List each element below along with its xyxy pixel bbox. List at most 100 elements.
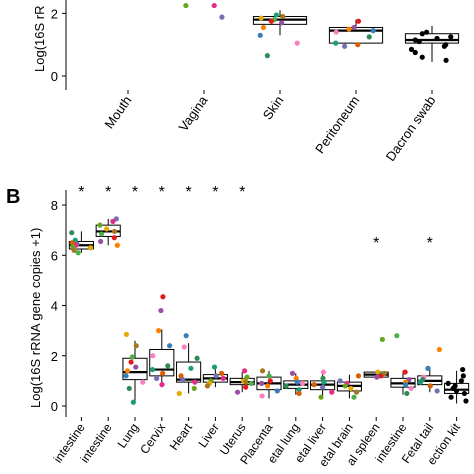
a-data-point [258, 15, 264, 21]
a-data-point [280, 13, 286, 20]
b-data-point [192, 379, 198, 385]
b-significance-star: * [373, 235, 379, 252]
a-data-point [183, 2, 189, 9]
b-data-point [266, 373, 272, 379]
b-data-point [87, 245, 94, 251]
b-data-point [243, 384, 249, 390]
a-data-point [294, 40, 300, 46]
a-data-point [333, 40, 339, 46]
b-data-point [351, 394, 357, 400]
b-box-group [229, 368, 255, 395]
a-data-point [333, 29, 339, 35]
panel-a-boxes [183, 2, 460, 63]
a-data-point [408, 46, 415, 52]
b-data-point [111, 235, 117, 241]
b-data-point [427, 383, 433, 389]
b-data-point [130, 399, 136, 405]
b-data-point [244, 374, 250, 380]
b-data-point [355, 373, 362, 379]
b-data-point [436, 346, 442, 353]
b-data-point [150, 353, 156, 359]
b-data-point [445, 380, 451, 386]
b-data-point [374, 374, 380, 380]
b-significance-star: * [105, 184, 111, 201]
a-box-group [404, 25, 460, 63]
b-data-point [259, 368, 266, 374]
b-data-point [111, 228, 118, 235]
b-data-point [159, 382, 165, 388]
a-x-tick-label: Vagina [176, 92, 211, 134]
a-data-point [370, 28, 376, 34]
b-data-point [294, 379, 300, 385]
b-data-point [98, 238, 104, 245]
b-data-point [460, 373, 466, 379]
b-x-tick-label: Lung [115, 421, 142, 451]
b-box-group [122, 331, 148, 405]
b-significance-star: * [427, 235, 433, 252]
b-data-point [110, 218, 116, 224]
b-box [149, 348, 175, 377]
b-data-point [133, 364, 139, 370]
b-data-point [321, 379, 327, 385]
b-data-point [133, 343, 139, 349]
b-data-point [156, 328, 162, 334]
b-data-point [98, 231, 105, 237]
b-data-point [75, 250, 81, 256]
b-data-point [149, 366, 156, 373]
b-data-point [348, 385, 354, 392]
b-significance-star: * [78, 184, 84, 201]
b-data-point [417, 379, 424, 385]
b-data-point [296, 390, 302, 397]
panel-b-label: B [6, 186, 20, 208]
a-data-point [346, 26, 352, 32]
b-box-group [336, 373, 362, 400]
b-y-tick-label: 0 [51, 399, 58, 414]
b-data-point [123, 331, 130, 338]
b-x-tick-label: Liver [195, 421, 221, 450]
b-data-point [181, 344, 187, 350]
b-data-point [219, 370, 225, 376]
a-data-point [416, 38, 422, 45]
a-data-point [351, 24, 357, 31]
b-data-point [408, 385, 414, 392]
b-data-point [243, 379, 249, 385]
b-data-point [402, 369, 408, 375]
b-data-point [188, 365, 194, 371]
a-data-point [219, 14, 225, 20]
a-data-point [355, 18, 362, 24]
b-box-group [417, 346, 443, 394]
b-data-point [234, 389, 241, 395]
b-data-point [194, 355, 200, 361]
b-data-point [353, 389, 360, 395]
b-box-group [363, 336, 389, 380]
b-data-point [71, 247, 77, 253]
b-data-point [114, 242, 120, 248]
b-data-point [104, 226, 110, 232]
b-data-point [97, 222, 103, 228]
a-data-point [273, 12, 279, 18]
b-data-point [126, 385, 132, 392]
b-data-point [165, 363, 171, 369]
b-significance-star: * [239, 184, 245, 201]
b-data-point [242, 368, 248, 374]
b-data-point [160, 294, 166, 300]
b-data-point [394, 333, 400, 339]
b-data-point [274, 388, 280, 394]
b-box-group [283, 370, 309, 397]
b-data-point [311, 382, 317, 388]
a-data-point [424, 29, 430, 35]
panel-b-y-axis-label: Log(16S rRNA gene copies +1) [28, 228, 43, 408]
panel-a: Log(16S rR 02 Mouth Vagina Skin Peritoneum D… [32, 0, 460, 164]
b-significance-star: * [159, 184, 165, 201]
b-x-tick-label: Heart [167, 420, 196, 453]
panel-a-x-tick-labels: Mouth Vagina Skin Peritoneum Dacron swab [101, 90, 438, 164]
a-x-tick-label: Peritoneum [312, 93, 362, 156]
a-data-point [434, 35, 440, 42]
b-y-tick-label: 6 [51, 248, 58, 263]
b-box [122, 357, 148, 381]
a-data-point [412, 37, 418, 43]
b-significance-star: * [212, 184, 218, 201]
b-data-point [379, 336, 385, 343]
b-data-point [283, 383, 289, 389]
b-data-point [259, 380, 265, 386]
